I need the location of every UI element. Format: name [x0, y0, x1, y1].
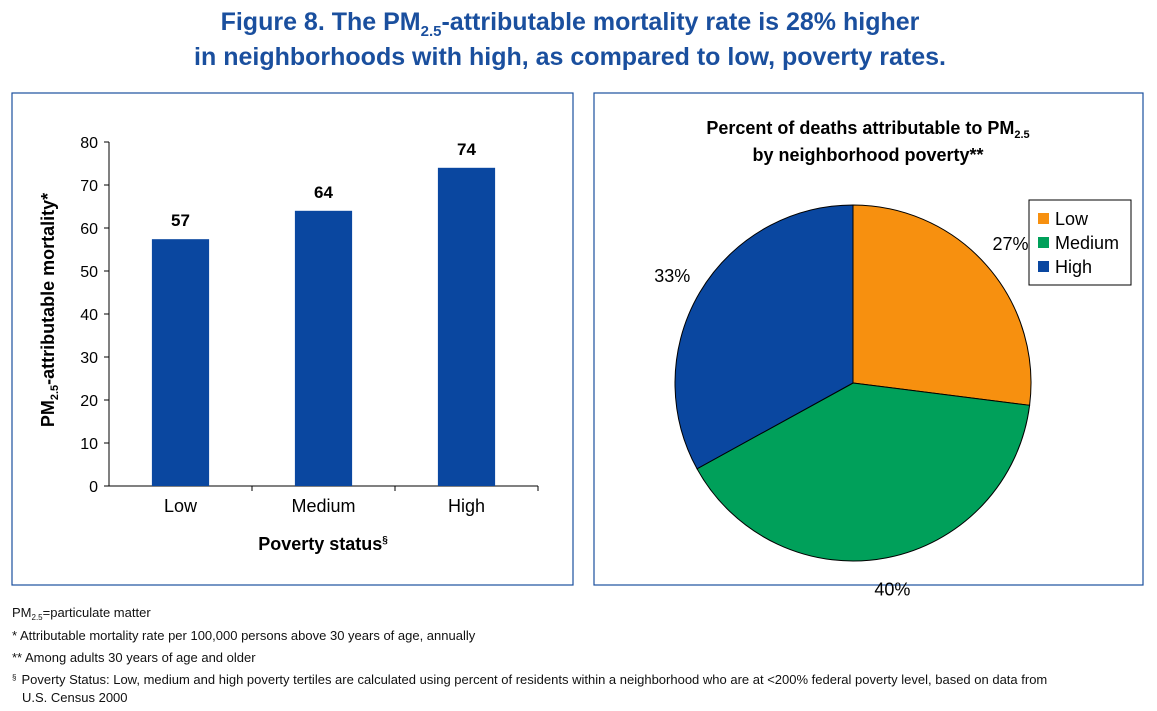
label-part: Poverty status — [258, 534, 382, 554]
bar — [294, 210, 353, 487]
title-part: Figure 8. The PM — [221, 8, 421, 36]
label-superscript: § — [382, 535, 388, 546]
x-axis-label: Poverty status§ — [258, 534, 388, 554]
label-part: PM — [38, 400, 58, 427]
title-part: Percent of deaths attributable to PM — [706, 118, 1014, 138]
title-subscript: 2.5 — [1014, 129, 1029, 141]
footnote: U.S. Census 2000 — [22, 690, 128, 705]
pie-slice — [696, 382, 1031, 562]
note-part: PM — [12, 605, 32, 620]
pie-panel — [593, 92, 1144, 586]
bar — [151, 239, 210, 486]
x-tick-label: High — [448, 496, 485, 516]
pie-slice — [674, 204, 854, 470]
note-part: Poverty Status: Low, medium and high pov… — [21, 672, 1047, 687]
y-tick-label: 80 — [80, 135, 98, 152]
footnote: ** Among adults 30 years of age and olde… — [12, 650, 256, 665]
footnote: * Attributable mortality rate per 100,00… — [12, 628, 476, 643]
legend-swatch — [1038, 237, 1049, 248]
label-part: -attributable mortality* — [38, 193, 58, 385]
value-label: 57 — [171, 211, 190, 230]
y-tick-label: 50 — [80, 264, 98, 281]
title-part: -attributable mortality rate is 28% high… — [441, 8, 919, 36]
y-tick-label: 0 — [89, 479, 98, 496]
y-tick-label: 60 — [80, 221, 98, 238]
bar — [437, 167, 496, 487]
pie-title: Percent of deaths attributable to PM2.5 — [706, 118, 1029, 141]
y-tick-label: 40 — [80, 307, 98, 324]
y-tick-label: 30 — [80, 350, 98, 367]
note-part: =particulate matter — [43, 605, 152, 620]
footnote: PM2.5=particulate matter — [12, 605, 151, 622]
legend-label: High — [1055, 257, 1092, 277]
title-subscript: 2.5 — [421, 23, 442, 40]
y-tick-label: 70 — [80, 178, 98, 195]
x-tick-label: Medium — [291, 496, 355, 516]
value-label: 40% — [874, 579, 910, 599]
legend-swatch — [1038, 213, 1049, 224]
y-tick-label: 20 — [80, 393, 98, 410]
pie-title-line2: by neighborhood poverty** — [752, 145, 983, 165]
note-superscript: § — [12, 673, 16, 682]
legend-swatch — [1038, 261, 1049, 272]
legend-label: Medium — [1055, 233, 1119, 253]
label-subscript: 2.5 — [49, 385, 61, 400]
y-axis-label: PM2.5-attributable mortality* — [38, 193, 61, 427]
x-tick-label: Low — [164, 496, 198, 516]
value-label: 64 — [314, 183, 333, 202]
value-label: 74 — [457, 140, 476, 159]
legend-label: Low — [1055, 209, 1089, 229]
y-tick-label: 10 — [80, 436, 98, 453]
pie-slice — [852, 204, 1032, 406]
value-label: 33% — [654, 266, 690, 286]
figure-title-line2: in neighborhoods with high, as compared … — [194, 43, 946, 71]
value-label: 27% — [993, 234, 1029, 254]
figure-title: Figure 8. The PM2.5-attributable mortali… — [221, 8, 920, 40]
bar-panel — [11, 92, 574, 586]
note-subscript: 2.5 — [32, 613, 44, 622]
footnote: § Poverty Status: Low, medium and high po… — [12, 672, 1047, 687]
